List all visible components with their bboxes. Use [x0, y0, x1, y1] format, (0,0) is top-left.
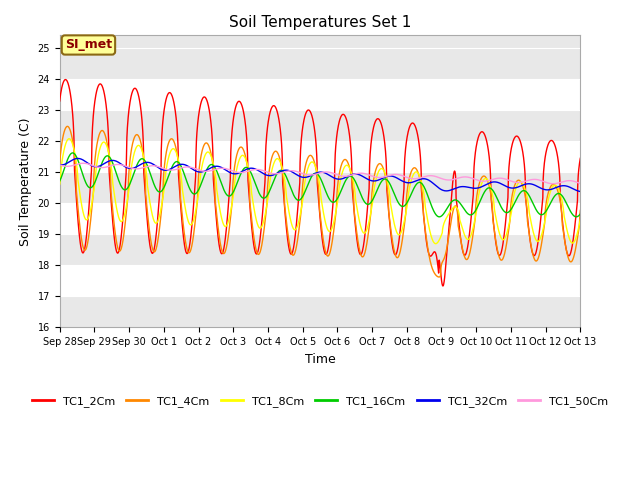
- TC1_32Cm: [466, 185, 474, 191]
- TC1_8Cm: [432, 241, 440, 247]
- TC1_4Cm: [562, 242, 570, 248]
- TC1_4Cm: [63, 123, 71, 129]
- Bar: [60, 296, 580, 327]
- Bar: [60, 203, 580, 234]
- TC1_4Cm: [562, 244, 570, 250]
- TC1_2Cm: [467, 225, 474, 230]
- Line: TC1_32Cm: TC1_32Cm: [60, 158, 580, 192]
- TC1_16Cm: [83, 181, 90, 187]
- Bar: [60, 110, 580, 141]
- X-axis label: Time: Time: [305, 353, 335, 366]
- Legend: TC1_2Cm, TC1_4Cm, TC1_8Cm, TC1_16Cm, TC1_32Cm, TC1_50Cm: TC1_2Cm, TC1_4Cm, TC1_8Cm, TC1_16Cm, TC1…: [28, 391, 612, 411]
- TC1_16Cm: [562, 199, 570, 204]
- TC1_8Cm: [577, 217, 584, 223]
- TC1_4Cm: [467, 249, 474, 254]
- TC1_8Cm: [296, 216, 303, 222]
- TC1_4Cm: [309, 156, 317, 161]
- Line: TC1_8Cm: TC1_8Cm: [60, 139, 580, 244]
- Bar: [60, 234, 580, 265]
- TC1_2Cm: [61, 77, 69, 83]
- Bar: [60, 36, 580, 48]
- TC1_32Cm: [562, 183, 570, 189]
- Bar: [60, 172, 580, 203]
- TC1_50Cm: [56, 162, 63, 168]
- Line: TC1_16Cm: TC1_16Cm: [60, 153, 580, 217]
- Line: TC1_50Cm: TC1_50Cm: [60, 163, 580, 184]
- TC1_32Cm: [56, 162, 63, 168]
- TC1_2Cm: [439, 283, 447, 289]
- TC1_4Cm: [435, 274, 443, 280]
- TC1_32Cm: [296, 173, 303, 179]
- TC1_50Cm: [83, 161, 90, 167]
- Text: SI_met: SI_met: [65, 38, 112, 51]
- TC1_16Cm: [562, 199, 570, 205]
- TC1_8Cm: [56, 181, 63, 187]
- TC1_50Cm: [562, 178, 570, 184]
- TC1_8Cm: [83, 217, 90, 223]
- TC1_4Cm: [56, 161, 63, 167]
- TC1_8Cm: [65, 136, 73, 142]
- TC1_32Cm: [74, 156, 82, 161]
- TC1_8Cm: [562, 221, 570, 227]
- TC1_4Cm: [296, 224, 303, 230]
- TC1_16Cm: [69, 150, 77, 156]
- TC1_2Cm: [56, 98, 63, 104]
- TC1_4Cm: [577, 207, 584, 213]
- TC1_8Cm: [309, 159, 317, 165]
- TC1_4Cm: [83, 245, 90, 251]
- TC1_50Cm: [79, 160, 87, 166]
- TC1_16Cm: [436, 214, 444, 220]
- Bar: [60, 79, 580, 110]
- Line: TC1_2Cm: TC1_2Cm: [60, 80, 580, 286]
- TC1_16Cm: [56, 178, 63, 184]
- TC1_16Cm: [296, 197, 303, 203]
- TC1_32Cm: [577, 189, 584, 194]
- TC1_16Cm: [309, 172, 317, 178]
- TC1_50Cm: [562, 178, 570, 184]
- TC1_50Cm: [549, 181, 557, 187]
- TC1_50Cm: [309, 172, 317, 178]
- TC1_50Cm: [296, 169, 303, 175]
- TC1_50Cm: [577, 180, 584, 186]
- TC1_16Cm: [577, 211, 584, 217]
- TC1_32Cm: [309, 171, 317, 177]
- TC1_16Cm: [467, 212, 474, 218]
- TC1_8Cm: [562, 220, 570, 226]
- TC1_2Cm: [309, 118, 317, 124]
- Bar: [60, 48, 580, 79]
- Title: Soil Temperatures Set 1: Soil Temperatures Set 1: [229, 15, 411, 30]
- Line: TC1_4Cm: TC1_4Cm: [60, 126, 580, 277]
- Y-axis label: Soil Temperature (C): Soil Temperature (C): [19, 117, 32, 246]
- TC1_8Cm: [467, 234, 474, 240]
- TC1_2Cm: [577, 156, 584, 161]
- TC1_2Cm: [296, 186, 303, 192]
- TC1_32Cm: [561, 183, 569, 189]
- TC1_32Cm: [83, 159, 90, 165]
- Bar: [60, 141, 580, 172]
- TC1_2Cm: [83, 233, 90, 239]
- TC1_2Cm: [562, 244, 570, 250]
- TC1_50Cm: [466, 175, 474, 180]
- TC1_2Cm: [562, 242, 570, 248]
- Bar: [60, 265, 580, 296]
